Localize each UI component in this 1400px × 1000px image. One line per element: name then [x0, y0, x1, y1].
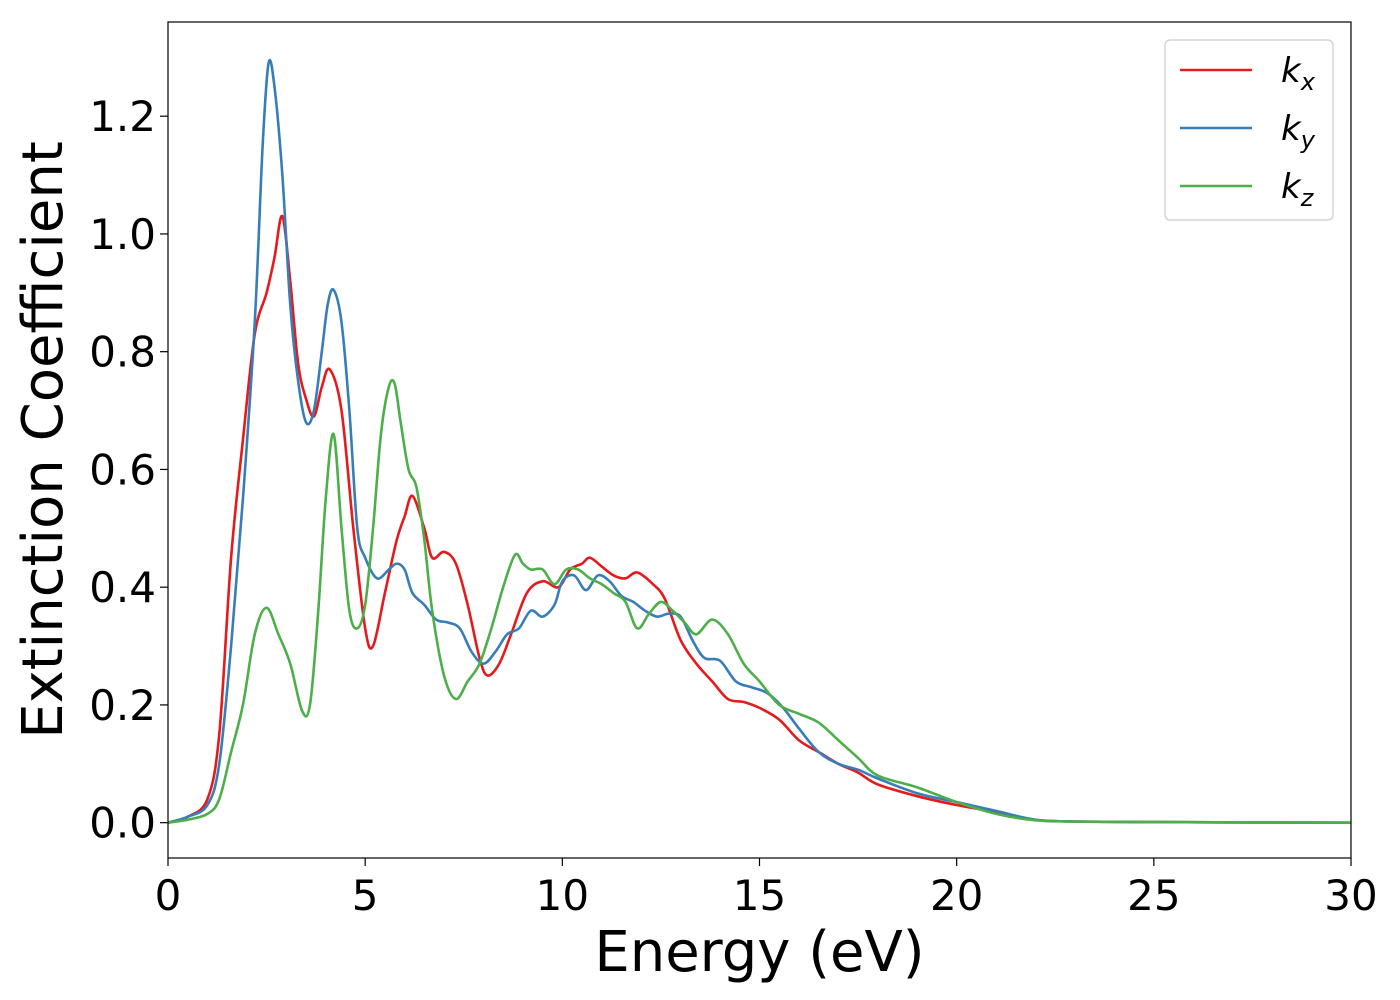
legend-label-z: kz: [1281, 167, 1315, 212]
y-tick-label: 0.6: [89, 445, 156, 494]
x-tick-label: 30: [1324, 871, 1377, 920]
x-axis-label: Energy (eV): [594, 920, 924, 985]
legend-label-base: k: [1281, 109, 1302, 149]
x-tick-label: 15: [733, 871, 786, 920]
y-tick-label: 0.2: [89, 681, 156, 730]
x-tick-label: 20: [930, 871, 983, 920]
legend-label-base: k: [1281, 167, 1302, 207]
series-lines: [168, 58, 1351, 824]
series-line-y: [168, 58, 1351, 824]
x-tick-label: 0: [155, 871, 182, 920]
y-axis-label: Extinction Coefficient: [11, 141, 76, 739]
legend-label-base: k: [1281, 51, 1302, 91]
legend-label-subscript: x: [1300, 68, 1316, 96]
x-tick-label: 5: [352, 871, 379, 920]
y-tick-label: 0.4: [89, 563, 156, 612]
x-axis: 0 5 10 15 20 25 30: [155, 858, 1378, 920]
x-tick-label: 10: [536, 871, 589, 920]
legend-label-x: kx: [1281, 51, 1316, 96]
y-tick-label: 1.0: [89, 210, 156, 259]
y-tick-label: 0.8: [89, 328, 156, 377]
y-axis: 0.0 0.2 0.4 0.6 0.8 1.0 1.2: [89, 92, 168, 848]
legend-label-y: ky: [1281, 109, 1316, 154]
x-tick-label: 25: [1127, 871, 1180, 920]
legend-label-subscript: y: [1300, 126, 1316, 154]
y-tick-label: 0.0: [89, 799, 156, 848]
legend-box: [1164, 39, 1334, 221]
legend-label-subscript: z: [1300, 184, 1315, 212]
y-tick-label: 1.2: [89, 92, 156, 141]
plot-area: [168, 58, 1351, 824]
series-line-z: [168, 378, 1351, 824]
